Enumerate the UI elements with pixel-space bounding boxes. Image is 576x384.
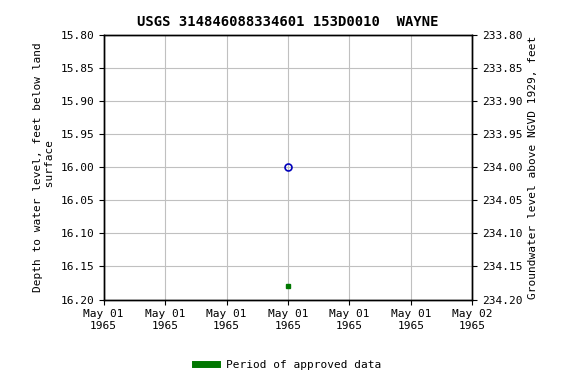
Legend: Period of approved data: Period of approved data [191,356,385,375]
Title: USGS 314846088334601 153D0010  WAYNE: USGS 314846088334601 153D0010 WAYNE [137,15,439,29]
Y-axis label: Depth to water level, feet below land
 surface: Depth to water level, feet below land su… [33,42,55,292]
Y-axis label: Groundwater level above NGVD 1929, feet: Groundwater level above NGVD 1929, feet [528,35,538,299]
